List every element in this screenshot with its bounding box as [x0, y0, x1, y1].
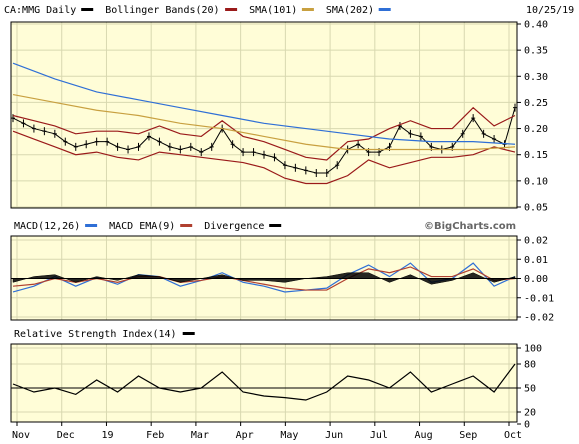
- panel-price: [10, 21, 518, 209]
- x-tick-label: Feb: [146, 430, 164, 441]
- y-tick-label: 0.01: [524, 255, 548, 266]
- chart-date: 10/25/19: [526, 5, 574, 16]
- y-tick-label: 0.35: [524, 46, 548, 57]
- x-tick-label: Sep: [459, 430, 477, 441]
- legend-label: Relative Strength Index(14): [14, 329, 177, 340]
- panel-border: [10, 235, 518, 321]
- y-tick-label: 100: [524, 344, 542, 355]
- legend-swatch: [85, 224, 98, 227]
- y-tick-label: 0.00: [524, 274, 548, 285]
- legend-label: MACD EMA(9): [109, 221, 175, 232]
- legend-label: SMA(101): [249, 5, 297, 16]
- x-tick-label: 19: [101, 430, 113, 441]
- panel-rsi: [10, 343, 518, 423]
- legend-swatch: [269, 224, 282, 227]
- panel-border: [10, 343, 518, 423]
- legend-swatch: [378, 8, 391, 11]
- y-tick-label: 0.30: [524, 72, 548, 83]
- y-tick-label: -0.01: [524, 293, 554, 304]
- legend-label: Divergence: [204, 221, 264, 232]
- legend-swatch: [182, 332, 195, 335]
- y-tick-label: 0: [524, 420, 530, 431]
- series-line-sma-101-: [12, 93, 516, 151]
- x-tick-label: Jul: [370, 430, 388, 441]
- x-tick-label: Aug: [415, 430, 433, 441]
- x-tick-label: Nov: [12, 430, 30, 441]
- x-tick-label: Oct: [504, 430, 522, 441]
- x-tick-label: Jun: [325, 430, 343, 441]
- y-tick-label: 0.02: [524, 236, 548, 247]
- y-tick-label: 0.10: [524, 176, 548, 187]
- y-tick-label: 0.20: [524, 124, 548, 135]
- ticker-label: CA:MMG Daily: [4, 5, 76, 16]
- chart-layer: Bollinger Bands(20) SMA(101) SMA(202) 0.40 0…: [10, 5, 554, 441]
- legend-label: SMA(202): [326, 5, 374, 16]
- y-tick-label: 50: [524, 384, 536, 395]
- y-tick-label: 80: [524, 360, 536, 371]
- price-line: [12, 107, 516, 174]
- legend-label: MACD(12,26): [14, 221, 80, 232]
- series-line-sma-202-: [12, 62, 516, 145]
- x-tick-label: Mar: [191, 430, 209, 441]
- y-tick-label: 20: [524, 408, 536, 419]
- y-tick-label: 0.05: [524, 203, 548, 214]
- panel-border: [10, 21, 518, 209]
- series-line-relative-strength-index-14-: [12, 363, 516, 401]
- legend-swatch: [301, 8, 314, 11]
- x-tick-label: May: [280, 430, 298, 441]
- x-tick-label: Apr: [236, 430, 254, 441]
- series-line-bollinger-upper: [12, 106, 516, 161]
- x-tick-label: Dec: [57, 430, 75, 441]
- legend-swatch: [225, 8, 238, 11]
- y-tick-label: 0.40: [524, 20, 548, 31]
- y-tick-label: -0.02: [524, 313, 554, 324]
- watermark: ©BigCharts.com: [424, 221, 516, 232]
- legend-label: Bollinger Bands(20): [105, 5, 219, 16]
- series-line-bollinger-lower: [12, 130, 516, 185]
- y-tick-label: 0.25: [524, 98, 548, 109]
- legend-swatch: [81, 8, 94, 11]
- y-tick-label: 0.15: [524, 150, 548, 161]
- legend-swatch: [180, 224, 193, 227]
